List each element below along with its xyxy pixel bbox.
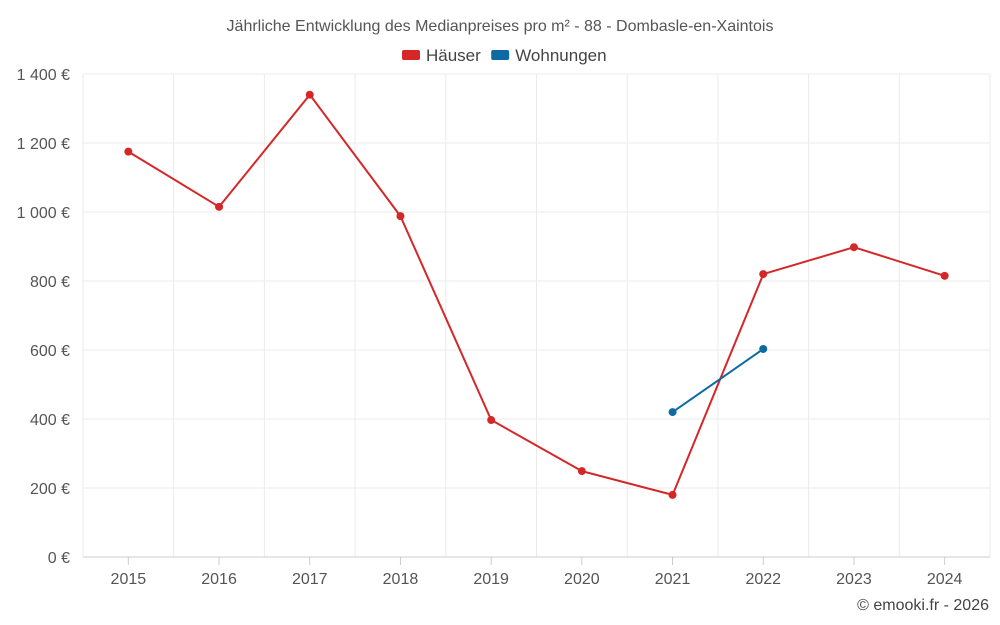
- data-point-h-user[interactable]: [668, 490, 677, 499]
- y-tick-label: 1 000 €: [17, 205, 70, 222]
- data-point-h-user[interactable]: [396, 212, 405, 221]
- x-tick-label: 2021: [655, 571, 691, 588]
- x-tick-label: 2020: [564, 571, 600, 588]
- x-tick-label: 2016: [201, 571, 237, 588]
- x-tick-label: 2015: [111, 571, 147, 588]
- chart-title: Jährliche Entwicklung des Medianpreises …: [227, 18, 774, 35]
- x-tick-label: 2023: [836, 571, 872, 588]
- data-point-h-user[interactable]: [215, 202, 224, 211]
- data-point-h-user[interactable]: [487, 416, 496, 425]
- legend-swatch: [402, 50, 420, 60]
- data-point-h-user[interactable]: [305, 90, 314, 99]
- y-tick-label: 800 €: [30, 274, 70, 291]
- data-point-h-user[interactable]: [940, 271, 949, 280]
- data-point-h-user[interactable]: [759, 270, 768, 279]
- credit-text: © emooki.fr - 2026: [857, 597, 989, 614]
- y-tick-label: 400 €: [30, 412, 70, 429]
- data-point-h-user[interactable]: [577, 467, 586, 476]
- legend-item[interactable]: Häuser: [402, 46, 481, 65]
- y-tick-label: 600 €: [30, 343, 70, 360]
- legend-item[interactable]: Wohnungen: [491, 46, 607, 65]
- grid-lines: [82, 73, 991, 557]
- series-line-h-user: [127, 93, 945, 496]
- x-tick-label: 2017: [292, 571, 328, 588]
- x-tick-label: 2019: [473, 571, 509, 588]
- data-point-wohnungen[interactable]: [668, 408, 677, 417]
- data-point-wohnungen[interactable]: [759, 344, 768, 353]
- axes: 0 € 200 € 400 € 600 € 800 € 1 000 € 1 200 € 1 4…: [17, 67, 990, 588]
- data-point-h-user[interactable]: [124, 147, 133, 156]
- y-tick-label: 1 400 €: [17, 67, 70, 84]
- legend-label: Häuser: [426, 46, 481, 65]
- data-point-h-user[interactable]: [849, 243, 858, 252]
- x-tick-label: 2024: [927, 571, 963, 588]
- legend-label: Wohnungen: [515, 46, 606, 65]
- legend[interactable]: Häuser Wohnungen: [402, 46, 607, 65]
- series-lines: [124, 90, 949, 499]
- x-tick-label: 2018: [383, 571, 419, 588]
- y-tick-label: 1 200 €: [17, 136, 70, 153]
- y-tick-label: 200 €: [30, 481, 70, 498]
- legend-swatch: [491, 50, 510, 60]
- series-line-wohnungen: [672, 348, 764, 413]
- x-tick-label: 2022: [745, 571, 781, 588]
- y-tick-label: 0 €: [48, 550, 70, 567]
